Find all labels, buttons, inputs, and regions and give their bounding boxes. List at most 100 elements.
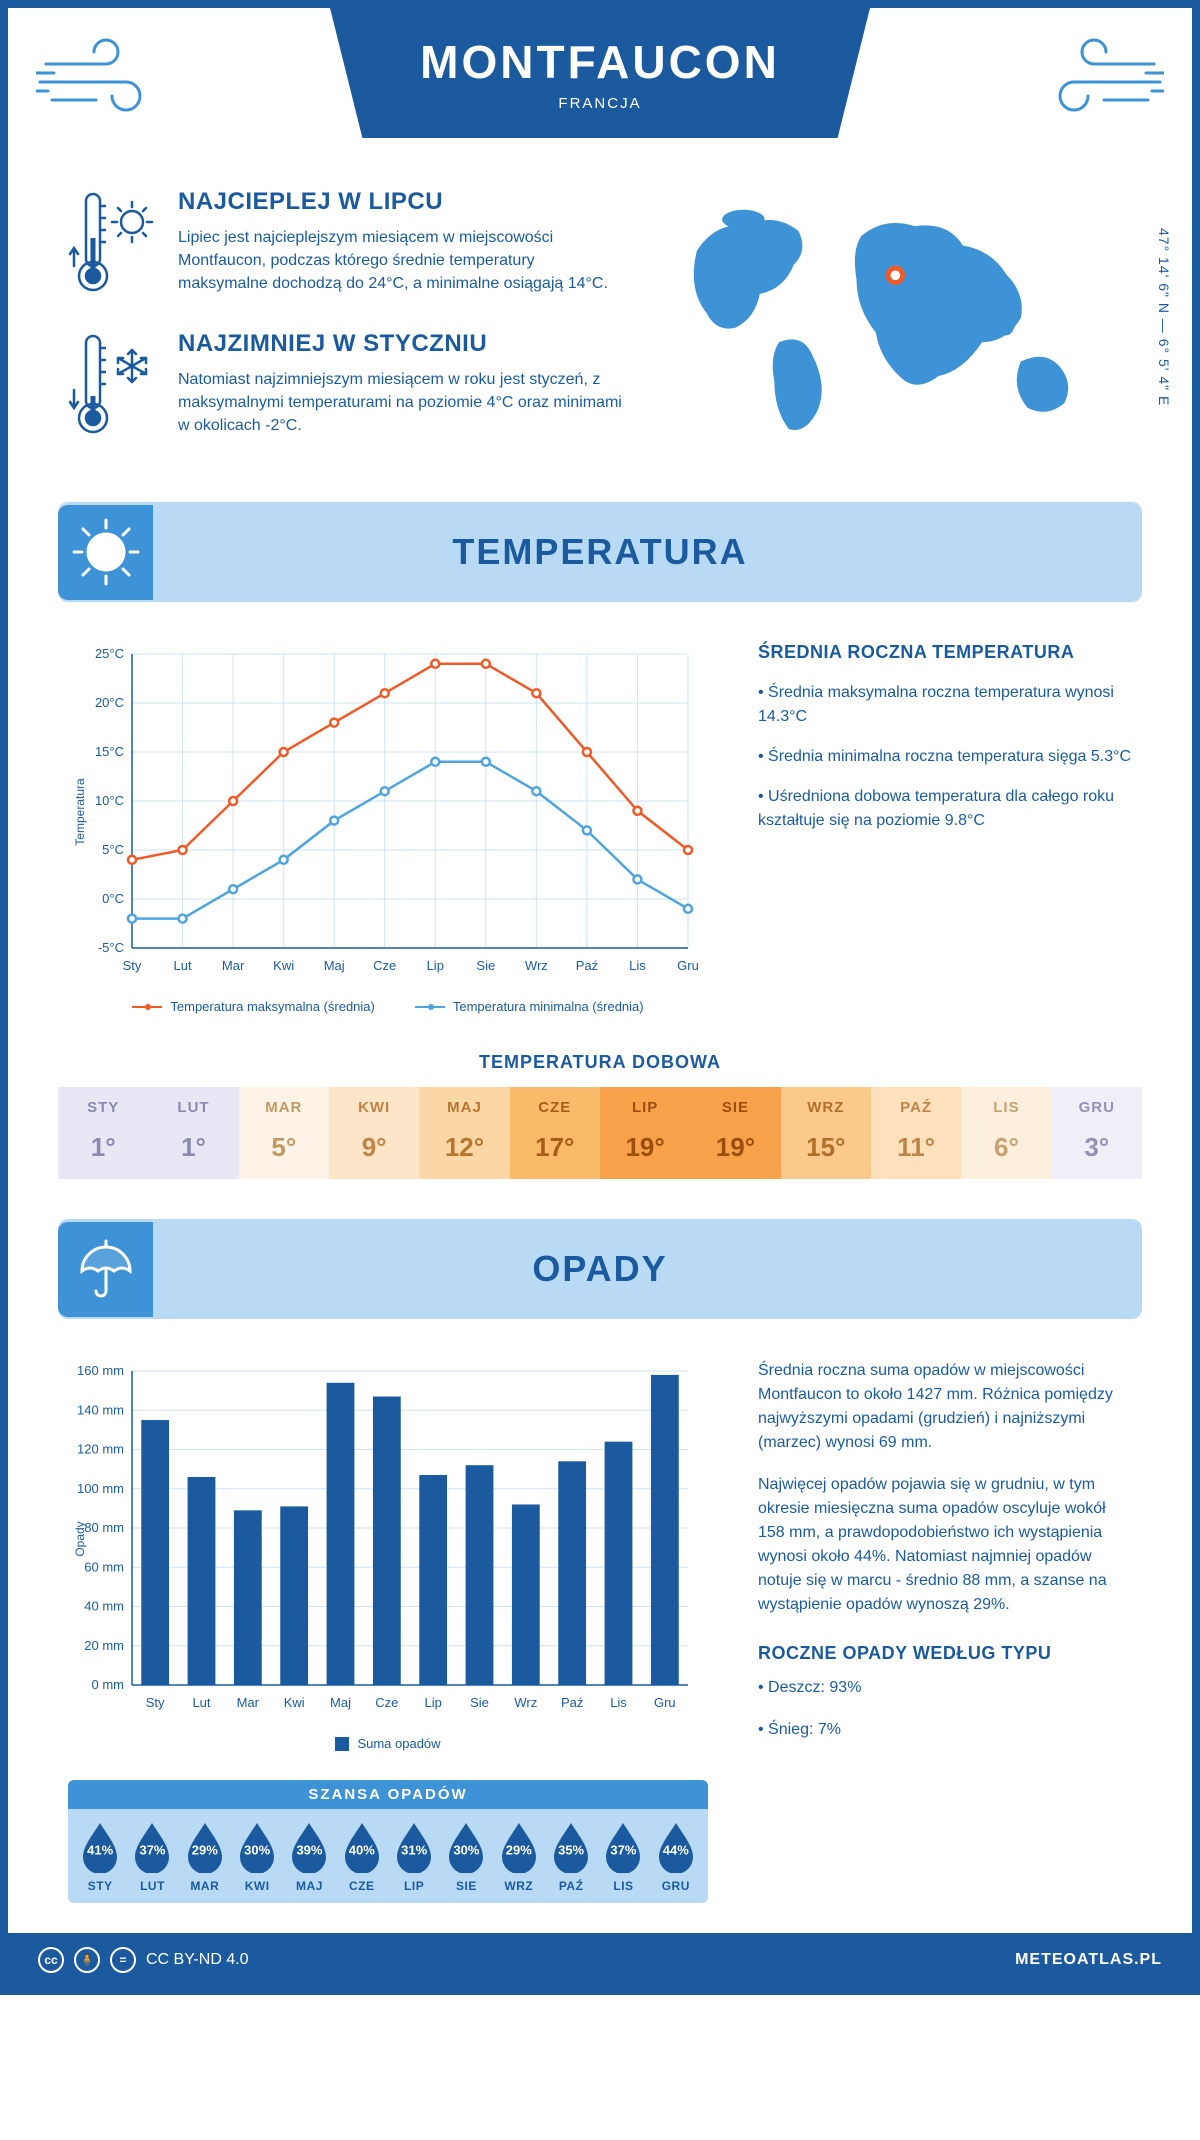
chance-title: SZANSA OPADÓW xyxy=(68,1780,708,1809)
legend-max-label: Temperatura maksymalna (średnia) xyxy=(170,999,374,1014)
chance-cell: 37%LIS xyxy=(597,1821,649,1893)
daily-cell: MAJ12° xyxy=(419,1087,509,1179)
hot-fact-title: NAJCIEPLEJ W LIPCU xyxy=(178,188,628,216)
intro-section: NAJCIEPLEJ W LIPCU Lipiec jest najcieple… xyxy=(8,178,1192,502)
svg-text:40 mm: 40 mm xyxy=(84,1599,124,1614)
temperature-line-chart: -5°C0°C5°C10°C15°C20°C25°CStyLutMarKwiMa… xyxy=(68,642,708,982)
intro-facts: NAJCIEPLEJ W LIPCU Lipiec jest najcieple… xyxy=(68,188,628,472)
header: MONTFAUCON FRANCJA xyxy=(8,8,1192,178)
svg-text:Paź: Paź xyxy=(576,958,598,973)
chance-cell: 40%CZE xyxy=(336,1821,388,1893)
temperature-chart: -5°C0°C5°C10°C15°C20°C25°CStyLutMarKwiMa… xyxy=(68,642,708,1014)
nd-icon: = xyxy=(110,1947,136,1973)
svg-text:Lip: Lip xyxy=(427,958,444,973)
cc-icon: cc xyxy=(38,1947,64,1973)
daily-cell: SIE19° xyxy=(690,1087,780,1179)
footer-site: METEOATLAS.PL xyxy=(1015,1951,1162,1969)
daily-temp-title: TEMPERATURA DOBOWA xyxy=(8,1052,1192,1073)
temperature-stats: ŚREDNIA ROCZNA TEMPERATURA • Średnia mak… xyxy=(758,642,1132,1014)
precip-chance-panel: SZANSA OPADÓW 41%STY37%LUT29%MAR30%KWI39… xyxy=(68,1780,708,1903)
footer-license: cc 🧍 = CC BY-ND 4.0 xyxy=(38,1947,249,1973)
svg-text:Lip: Lip xyxy=(424,1695,441,1710)
daily-cell: LIP19° xyxy=(600,1087,690,1179)
chance-cell: 31%LIP xyxy=(388,1821,440,1893)
svg-text:160 mm: 160 mm xyxy=(77,1363,124,1378)
temperature-body: -5°C0°C5°C10°C15°C20°C25°CStyLutMarKwiMa… xyxy=(8,602,1192,1034)
cold-fact: NAJZIMNIEJ W STYCZNIU Natomiast najzimni… xyxy=(68,330,628,440)
cold-fact-title: NAJZIMNIEJ W STYCZNIU xyxy=(178,330,628,358)
country-subtitle: FRANCJA xyxy=(558,95,641,112)
chance-cell: 41%STY xyxy=(74,1821,126,1893)
chance-drops-row: 41%STY37%LUT29%MAR30%KWI39%MAJ40%CZE31%L… xyxy=(68,1809,708,1903)
map-location-marker xyxy=(886,266,905,285)
temperature-heading: TEMPERATURA xyxy=(153,531,1142,573)
coordinates-label: 47° 14' 6" N — 6° 5' 4" E xyxy=(1156,228,1172,406)
chance-cell: 30%SIE xyxy=(440,1821,492,1893)
temperature-section-header: TEMPERATURA xyxy=(58,502,1142,602)
svg-text:Kwi: Kwi xyxy=(284,1695,305,1710)
svg-text:15°C: 15°C xyxy=(95,744,124,759)
svg-text:120 mm: 120 mm xyxy=(77,1442,124,1457)
legend-min-label: Temperatura minimalna (średnia) xyxy=(453,999,644,1014)
precip-type-title: ROCZNE OPADY WEDŁUG TYPU xyxy=(758,1643,1132,1664)
by-icon: 🧍 xyxy=(74,1947,100,1973)
precip-text: Średnia roczna suma opadów w miejscowośc… xyxy=(758,1359,1132,1760)
daily-cell: STY1° xyxy=(58,1087,148,1179)
chance-cell: 37%LUT xyxy=(126,1821,178,1893)
svg-text:Maj: Maj xyxy=(324,958,345,973)
svg-text:Temperatura: Temperatura xyxy=(73,778,87,846)
city-title: MONTFAUCON xyxy=(420,35,780,89)
wind-icon-left xyxy=(36,34,166,124)
precip-p2: Najwięcej opadów pojawia się w grudniu, … xyxy=(758,1473,1132,1617)
svg-text:Gru: Gru xyxy=(654,1695,676,1710)
precip-chart: 0 mm20 mm40 mm60 mm80 mm100 mm120 mm140 … xyxy=(68,1359,708,1760)
svg-text:5°C: 5°C xyxy=(102,842,124,857)
precip-legend-label: Suma opadów xyxy=(357,1736,440,1751)
license-text: CC BY-ND 4.0 xyxy=(146,1951,249,1969)
svg-text:Wrz: Wrz xyxy=(525,958,548,973)
temperature-legend: Temperatura maksymalna (średnia) Tempera… xyxy=(68,999,708,1014)
temp-stat-line: • Uśredniona dobowa temperatura dla całe… xyxy=(758,785,1132,833)
svg-text:Mar: Mar xyxy=(222,958,245,973)
svg-text:Maj: Maj xyxy=(330,1695,351,1710)
hot-fact: NAJCIEPLEJ W LIPCU Lipiec jest najcieple… xyxy=(68,188,628,298)
svg-text:Lut: Lut xyxy=(192,1695,210,1710)
svg-text:Lis: Lis xyxy=(610,1695,627,1710)
svg-text:Wrz: Wrz xyxy=(514,1695,537,1710)
svg-text:20°C: 20°C xyxy=(95,695,124,710)
svg-text:Lis: Lis xyxy=(629,958,646,973)
daily-temp-table: STY1°LUT1°MAR5°KWI9°MAJ12°CZE17°LIP19°SI… xyxy=(58,1087,1142,1179)
svg-text:-5°C: -5°C xyxy=(98,940,124,955)
wind-icon-right xyxy=(1034,34,1164,124)
svg-text:Mar: Mar xyxy=(237,1695,260,1710)
precip-heading: OPADY xyxy=(153,1248,1142,1290)
daily-cell: LUT1° xyxy=(148,1087,238,1179)
svg-text:100 mm: 100 mm xyxy=(77,1481,124,1496)
thermometer-sun-icon xyxy=(68,188,158,298)
precip-bar-chart: 0 mm20 mm40 mm60 mm80 mm100 mm120 mm140 … xyxy=(68,1359,708,1719)
svg-text:80 mm: 80 mm xyxy=(84,1520,124,1535)
temp-stat-line: • Średnia maksymalna roczna temperatura … xyxy=(758,681,1132,729)
chance-cell: 39%MAJ xyxy=(283,1821,335,1893)
svg-text:Sie: Sie xyxy=(470,1695,489,1710)
precip-legend: Suma opadów xyxy=(68,1736,708,1751)
svg-text:Cze: Cze xyxy=(375,1695,398,1710)
svg-text:Sty: Sty xyxy=(146,1695,165,1710)
daily-cell: MAR5° xyxy=(239,1087,329,1179)
title-banner: MONTFAUCON FRANCJA xyxy=(330,8,870,138)
svg-text:Lut: Lut xyxy=(174,958,192,973)
cold-fact-text: Natomiast najzimniejszym miesiącem w rok… xyxy=(178,368,628,438)
svg-text:20 mm: 20 mm xyxy=(84,1638,124,1653)
precip-type-line: • Śnieg: 7% xyxy=(758,1718,1132,1742)
precip-section-header: OPADY xyxy=(58,1219,1142,1319)
temp-stat-line: • Średnia minimalna roczna temperatura s… xyxy=(758,745,1132,769)
chance-cell: 29%MAR xyxy=(179,1821,231,1893)
daily-cell: LIS6° xyxy=(961,1087,1051,1179)
precip-p1: Średnia roczna suma opadów w miejscowośc… xyxy=(758,1359,1132,1455)
hot-fact-text: Lipiec jest najcieplejszym miesiącem w m… xyxy=(178,226,628,296)
svg-text:60 mm: 60 mm xyxy=(84,1559,124,1574)
daily-cell: PAŹ11° xyxy=(871,1087,961,1179)
daily-cell: KWI9° xyxy=(329,1087,419,1179)
chance-cell: 44%GRU xyxy=(650,1821,702,1893)
svg-text:Kwi: Kwi xyxy=(273,958,294,973)
